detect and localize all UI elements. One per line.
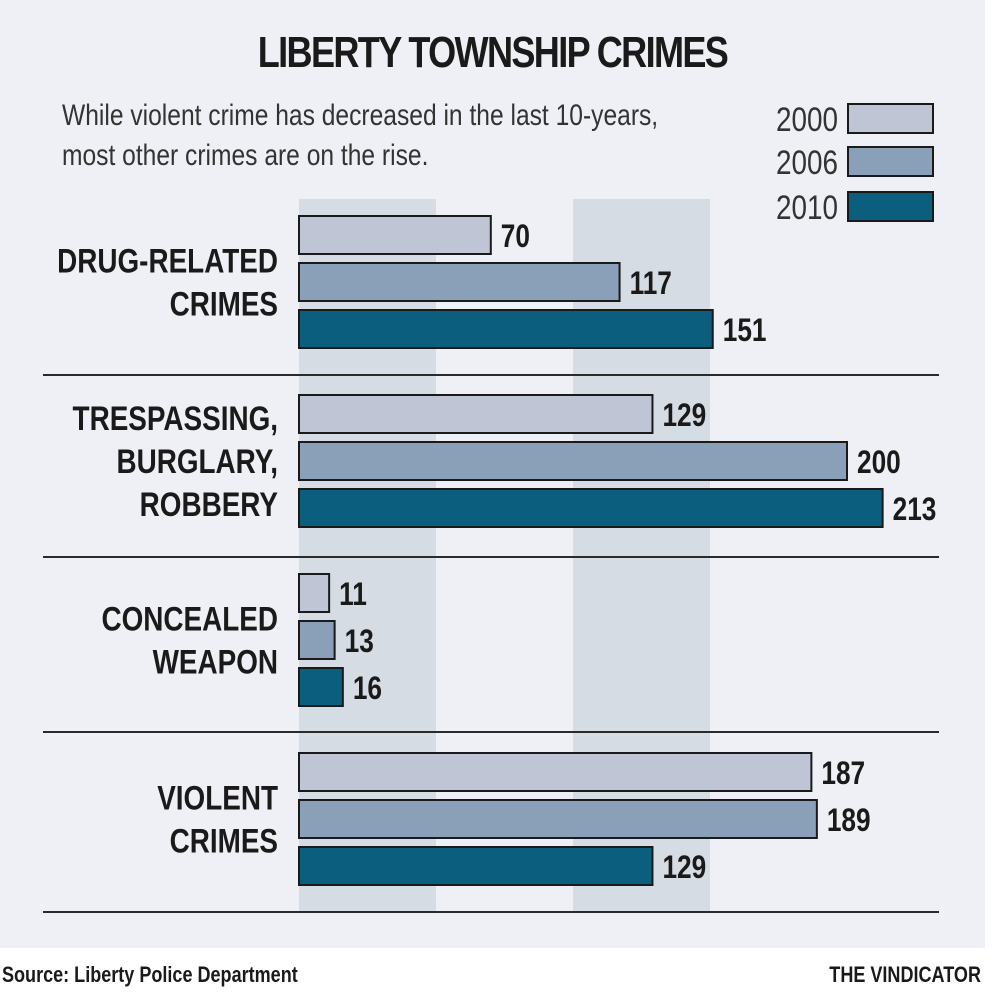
legend-swatch-2000 [847,103,934,134]
chart-title: LIBERTY TOWNSHIP CRIMES [257,28,729,77]
category-label-2-line-1: TRESPASSING, [73,399,278,437]
legend-label-2006: 2006 [776,143,838,181]
value-label-4-2006: 189 [827,804,871,839]
value-label-1-2006: 117 [630,267,672,302]
bar-2-2006 [298,441,848,481]
category-label-4-line-1: VIOLENT [157,779,278,817]
value-label-2-2000: 129 [662,399,706,434]
bar-1-2000 [298,215,492,255]
subtitle-line-2: most other crimes are on the rise. [62,139,429,172]
legend-label-2010: 2010 [776,188,838,226]
category-label-1-line-1: DRUG-RELATED [57,242,278,280]
legend-swatch-2006 [847,146,934,177]
legend-swatch-2010 [847,191,934,222]
value-label-2-2010: 213 [893,493,937,528]
category-label-1-line-2: CRIMES [170,285,278,323]
value-label-1-2010: 151 [723,314,767,349]
bar-3-2000 [298,573,331,613]
publisher-credit: THE VINDICATOR [829,962,981,987]
bar-1-2006 [298,262,621,302]
legend-label-2000: 2000 [776,100,838,138]
value-label-3-2010: 16 [353,672,382,707]
bar-3-2010 [298,667,344,707]
category-label-3-line-2: WEAPON [153,643,278,681]
category-label-2-line-3: ROBBERY [140,485,279,523]
value-label-2-2006: 200 [857,446,901,481]
subtitle-line-1: While violent crime has decreased in the… [62,99,659,132]
value-label-3-2006: 13 [345,625,374,660]
bar-2-2010 [298,488,884,528]
bar-2-2000 [298,394,654,434]
bar-4-2006 [298,799,818,839]
source-credit: Source: Liberty Police Department [2,962,298,987]
category-label-3-line-1: CONCEALED [101,600,278,638]
value-label-4-2000: 187 [821,757,865,792]
value-label-4-2010: 129 [662,851,706,886]
chart-subtitle: While violent crime has decreased in the… [62,96,659,176]
bar-4-2010 [298,846,654,886]
value-label-3-2000: 11 [339,578,367,613]
bar-4-2000 [298,752,813,792]
bar-3-2006 [298,620,336,660]
value-label-1-2000: 70 [501,220,530,255]
bar-1-2010 [298,309,714,349]
category-label-2-line-2: BURGLARY, [116,442,278,480]
category-label-4-line-2: CRIMES [170,822,278,860]
